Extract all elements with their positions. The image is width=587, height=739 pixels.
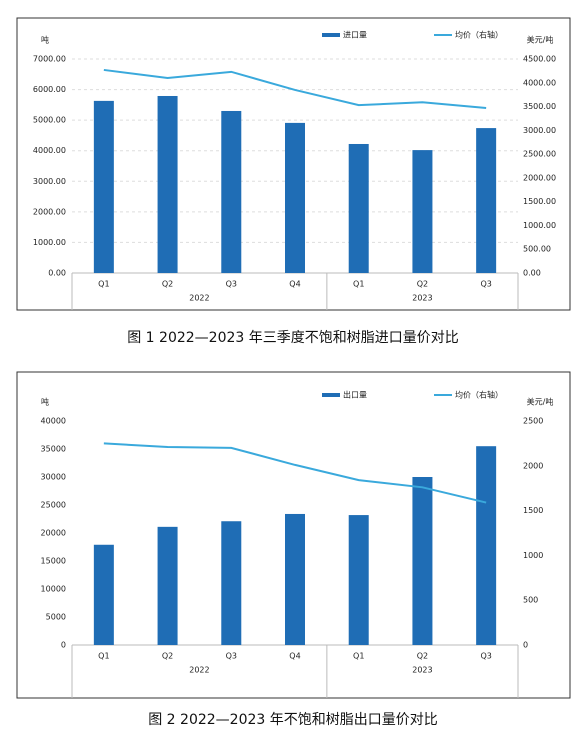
bar bbox=[348, 515, 369, 645]
bar bbox=[412, 150, 433, 273]
tick-label: 40000 bbox=[41, 417, 66, 426]
tick-label: 3000.00 bbox=[33, 177, 66, 186]
x-tick-label: Q1 bbox=[98, 652, 109, 661]
tick-label: 2000.00 bbox=[523, 173, 556, 182]
chart-frame bbox=[16, 371, 571, 699]
tick-label: 4000.00 bbox=[523, 78, 556, 87]
bar bbox=[476, 446, 497, 645]
x-tick-label: Q3 bbox=[226, 652, 237, 661]
y-axis-unit: 吨 bbox=[41, 397, 49, 407]
bar bbox=[412, 477, 433, 645]
tick-label: 0 bbox=[61, 641, 66, 650]
tick-label: 7000.00 bbox=[33, 55, 66, 64]
bar bbox=[221, 521, 242, 645]
y-axis-unit: 吨 bbox=[41, 35, 49, 45]
y2-axis-unit: 美元/吨 bbox=[527, 35, 554, 45]
group-label: 2023 bbox=[412, 294, 432, 303]
tick-label: 2500 bbox=[523, 417, 543, 426]
bar bbox=[93, 544, 114, 645]
tick-label: 35000 bbox=[41, 445, 66, 454]
legend-label: 出口量 bbox=[343, 390, 367, 400]
tick-label: 5000.00 bbox=[33, 116, 66, 125]
bar bbox=[157, 95, 178, 274]
tick-label: 3000.00 bbox=[523, 126, 556, 135]
group-label: 2022 bbox=[189, 666, 209, 675]
bar bbox=[285, 513, 305, 645]
tick-label: 3500.00 bbox=[523, 102, 556, 111]
caption: 图 2 2022—2023 年不饱和树脂出口量价对比 bbox=[148, 712, 438, 728]
tick-label: 1500.00 bbox=[523, 197, 556, 206]
legend-label: 进口量 bbox=[343, 31, 367, 40]
legend-swatch bbox=[322, 393, 340, 397]
tick-label: 5000 bbox=[46, 613, 66, 622]
bar bbox=[221, 110, 242, 273]
x-tick-label: Q3 bbox=[480, 280, 491, 289]
tick-label: 4000.00 bbox=[33, 146, 66, 155]
tick-label: 10000 bbox=[41, 585, 66, 594]
x-tick-label: Q2 bbox=[417, 652, 428, 661]
tick-label: 1500 bbox=[523, 506, 543, 515]
x-tick-label: Q2 bbox=[162, 280, 173, 289]
bar bbox=[93, 100, 114, 273]
tick-label: 1000 bbox=[523, 551, 543, 560]
x-tick-label: Q4 bbox=[289, 652, 300, 661]
x-tick-label: Q1 bbox=[98, 280, 109, 289]
tick-label: 0 bbox=[523, 641, 528, 650]
tick-label: 20000 bbox=[41, 529, 66, 538]
tick-label: 2000 bbox=[523, 461, 543, 470]
x-tick-label: Q3 bbox=[480, 652, 491, 661]
tick-label: 4500.00 bbox=[523, 55, 556, 64]
group-label: 2023 bbox=[412, 666, 432, 675]
x-tick-label: Q2 bbox=[162, 652, 173, 661]
tick-label: 1000.00 bbox=[33, 238, 66, 247]
x-tick-label: Q3 bbox=[226, 280, 237, 289]
y2-axis-unit: 美元/吨 bbox=[527, 397, 554, 407]
tick-label: 6000.00 bbox=[33, 85, 66, 94]
tick-label: 500.00 bbox=[523, 245, 551, 254]
tick-label: 25000 bbox=[41, 501, 66, 510]
tick-label: 30000 bbox=[41, 473, 66, 482]
legend-label: 均价（右轴） bbox=[455, 30, 503, 40]
tick-label: 0.00 bbox=[48, 269, 66, 278]
tick-label: 0.00 bbox=[523, 269, 541, 278]
bar bbox=[476, 128, 497, 273]
line bbox=[103, 442, 487, 504]
bar bbox=[157, 526, 178, 645]
bar bbox=[348, 143, 369, 273]
x-tick-label: Q2 bbox=[417, 280, 428, 289]
tick-label: 2500.00 bbox=[523, 150, 556, 159]
bar bbox=[285, 122, 305, 273]
x-tick-label: Q1 bbox=[353, 652, 364, 661]
tick-label: 2000.00 bbox=[33, 207, 66, 216]
tick-label: 15000 bbox=[41, 557, 66, 566]
caption: 图 1 2022—2023 年三季度不饱和树脂进口量价对比 bbox=[127, 330, 459, 346]
line bbox=[103, 68, 487, 109]
legend-swatch bbox=[322, 33, 340, 37]
x-tick-label: Q4 bbox=[289, 280, 300, 289]
chart-frame bbox=[16, 17, 571, 311]
tick-label: 500 bbox=[523, 596, 538, 605]
x-tick-label: Q1 bbox=[353, 280, 364, 289]
tick-label: 1000.00 bbox=[523, 221, 556, 230]
legend-label: 均价（右轴） bbox=[455, 390, 503, 400]
group-label: 2022 bbox=[189, 294, 209, 303]
